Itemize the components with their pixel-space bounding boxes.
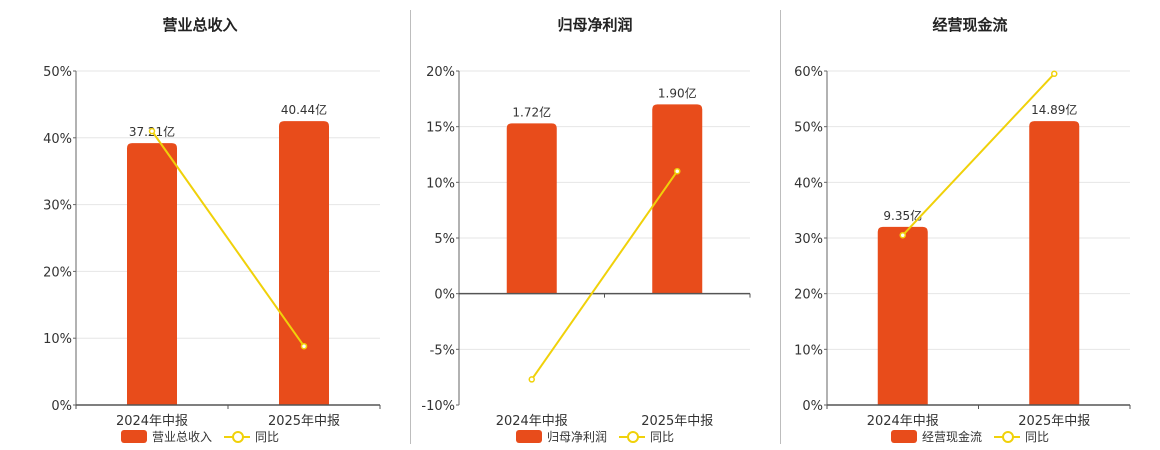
line-point [1051,70,1058,78]
line-point [300,342,308,350]
legend-item-line[interactable]: 同比 [224,428,279,445]
x-tick-label: 2025年中报 [268,414,340,429]
y-tick-label: 0% [434,288,455,303]
x-tick-label: 2024年中报 [496,414,568,429]
legend-bar-label: 归母净利润 [546,430,607,444]
bar [279,121,329,405]
y-tick-label: 10% [426,176,455,191]
y-tick-label: 10% [43,332,72,347]
bar-value-label: 9.35亿 [883,208,922,223]
x-tick-label: 2024年中报 [867,414,939,429]
bar-value-label: 1.72亿 [512,104,551,119]
y-tick-label: 20% [794,288,823,303]
line-point [148,127,156,135]
legend: 经营现金流 同比 [780,428,1160,445]
chart-title: 经营现金流 [932,16,1008,34]
y-tick-label: 30% [43,199,72,214]
bar-value-label: 40.44亿 [281,102,327,117]
legend-item-bar[interactable]: 营业总收入 [120,428,212,445]
legend-line-swatch [994,430,1020,443]
legend-item-bar[interactable]: 经营现金流 [890,428,982,445]
line-series [151,130,305,347]
legend-bar-label: 营业总收入 [151,430,212,444]
legend-line-label: 同比 [1025,430,1050,444]
line-series [902,73,1055,236]
y-tick-label: 0% [802,399,823,414]
y-tick-label: 50% [794,121,823,136]
bar-value-label: 14.89亿 [1031,102,1077,117]
chart-panel-cash-flow: 经营现金流 0% 10% 20% 30% 40% 50% 60% 9.35亿 14.89亿 202… [780,0,1160,450]
y-tick-label: 20% [426,65,455,80]
bar [652,104,703,294]
legend-bar-label: 经营现金流 [921,430,982,444]
bar [1029,121,1080,405]
legend-line-swatch [619,430,645,443]
legend-bar-swatch [890,430,917,443]
y-tick-label: 30% [794,232,823,247]
legend: 归母净利润 同比 [410,428,780,445]
chart-panel-net-profit: 归母净利润 -10% -5% 0% 5% 10% 15% 20% 1.72亿 1.90亿 2024… [410,0,780,450]
legend-item-line[interactable]: 同比 [994,428,1049,445]
legend-bar-swatch [515,430,542,443]
line-series [530,170,679,380]
chart-panel-revenue: 营业总收入 0%10%20%30%40%50%37.21亿40.44亿2024年… [0,0,400,450]
y-tick-label: -5% [430,343,455,358]
chart-plot: 0%10%20%30%40%50%37.21亿40.44亿2024年中报2025… [43,65,381,429]
line-point [899,231,906,239]
x-tick-label: 2024年中报 [116,414,188,429]
y-tick-label: 60% [794,65,823,80]
y-tick-label: 5% [434,232,455,247]
chart-title: 营业总收入 [162,16,238,34]
x-tick-label: 2025年中报 [641,414,713,429]
chart-plot: -10% -5% 0% 5% 10% 15% 20% 1.72亿 1.90亿 2024年中报 202… [421,65,751,429]
y-tick-label: -10% [421,399,455,414]
x-tick-label: 2025年中报 [1018,414,1090,429]
panel-divider [410,10,411,444]
line-point [528,376,535,383]
y-tick-label: 10% [794,343,823,358]
y-tick-label: 50% [43,65,72,80]
legend: 营业总收入 同比 [0,428,400,445]
line-point [674,167,681,175]
y-tick-label: 0% [51,399,72,414]
bar [506,123,557,294]
legend-item-line[interactable]: 同比 [619,428,674,445]
bar [127,143,177,406]
y-tick-label: 40% [43,132,72,147]
panel-divider [780,10,781,444]
y-tick-label: 20% [43,265,72,280]
legend-line-swatch [224,430,250,443]
legend-bar-swatch [120,430,147,443]
y-tick-label: 15% [426,121,455,136]
bar-value-label: 1.90亿 [658,85,697,100]
y-tick-label: 40% [794,176,823,191]
bar [877,226,928,405]
legend-line-label: 同比 [255,430,280,444]
chart-plot: 0% 10% 20% 30% 40% 50% 60% 9.35亿 14.89亿 2024年中报 20… [794,65,1131,429]
chart-title: 归母净利润 [557,16,633,34]
legend-item-bar[interactable]: 归母净利润 [515,428,607,445]
legend-line-label: 同比 [650,430,675,444]
